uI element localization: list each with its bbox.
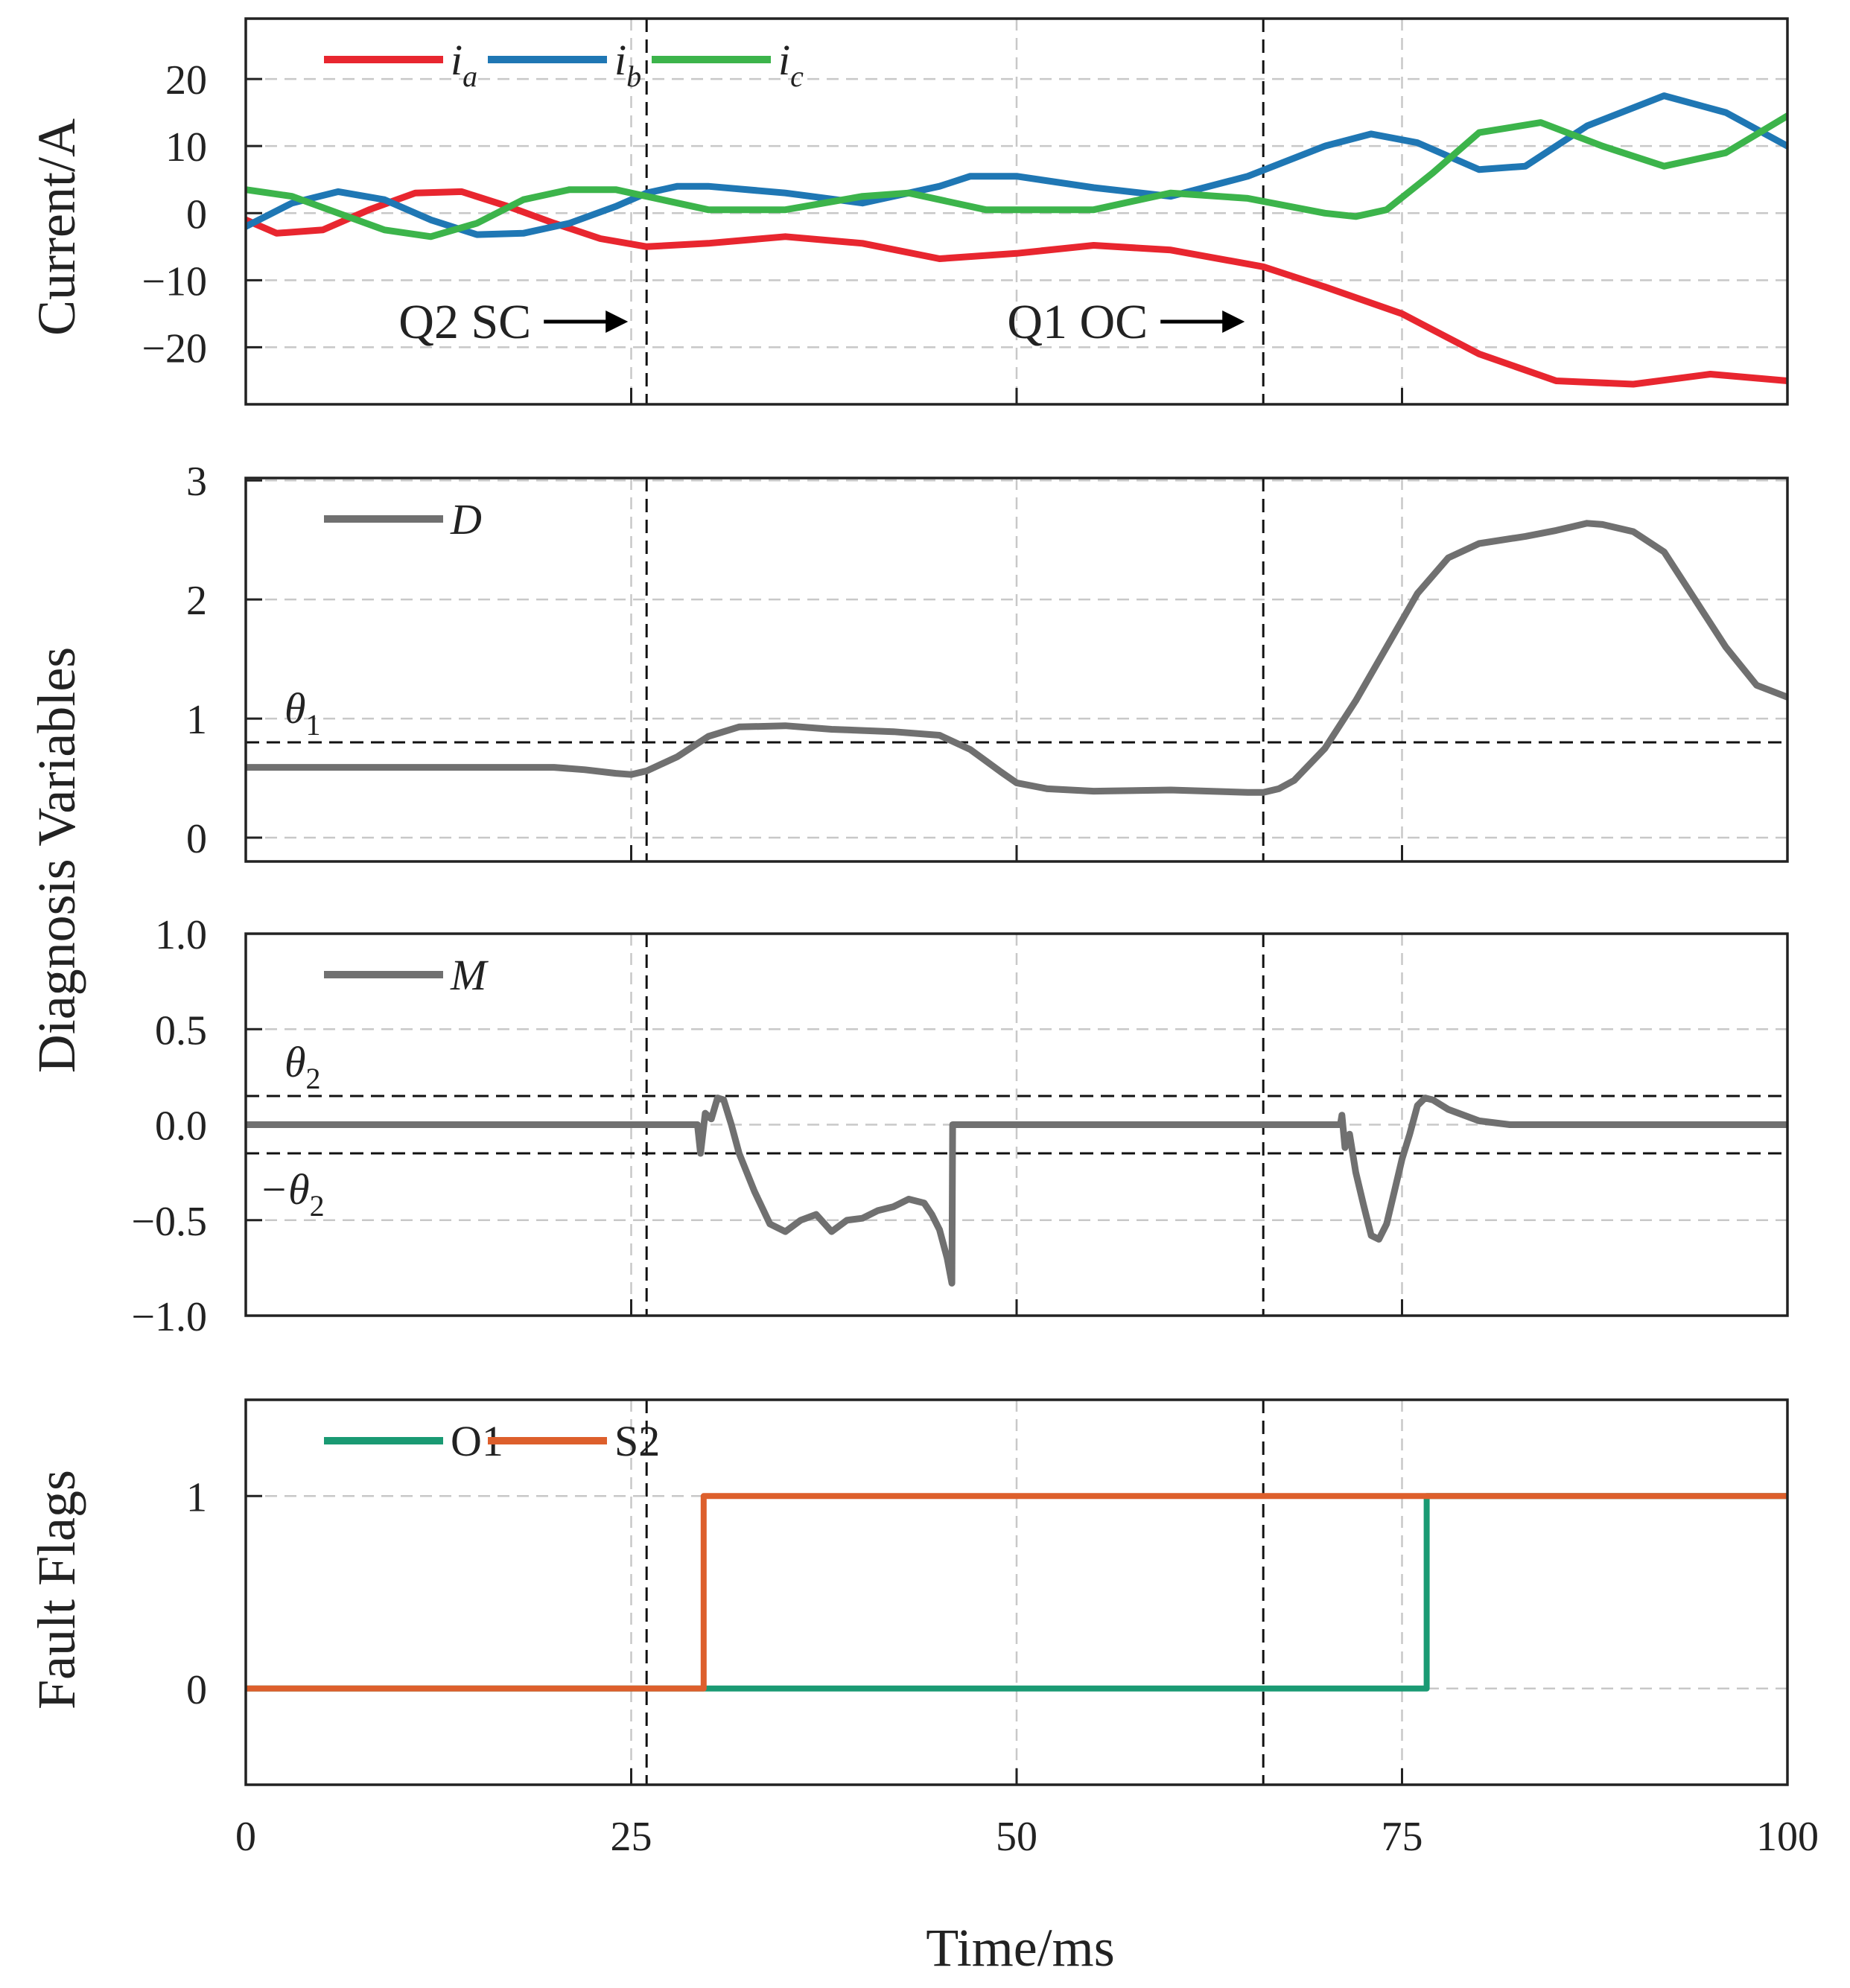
series-fault-flags-S2 <box>246 1493 1787 1692</box>
ytick-label-d-variable: 2 <box>186 578 207 624</box>
xtick-label: 0 <box>235 1814 256 1860</box>
panel-current: 20 10 0 −10 −20 ia ib ic <box>142 17 1789 406</box>
ytick-label-d-variable: 1 <box>186 697 207 743</box>
legend-label-D: D <box>450 495 482 544</box>
frame-current <box>244 17 1789 406</box>
xtick-label: 50 <box>996 1814 1037 1860</box>
frame-m-variable <box>244 932 1789 1317</box>
annotation-label: Q1 OC <box>1007 295 1148 349</box>
ylabel-diagnosis: Diagnosis Variables <box>27 647 86 1074</box>
ytick-label-m-variable: −1.0 <box>131 1294 207 1340</box>
legend-label-M: M <box>450 951 489 999</box>
xtick-label: 25 <box>611 1814 652 1860</box>
legend-label-S2: S2 <box>614 1417 660 1465</box>
ytick-label-current: 0 <box>186 191 207 238</box>
series-current-c <box>246 112 1787 240</box>
xtick-label: 100 <box>1756 1814 1819 1860</box>
ytick-label-m-variable: 1.0 <box>155 912 207 958</box>
ytick-label-m-variable: 0.5 <box>155 1007 207 1054</box>
legend-label-b: ib <box>614 36 641 93</box>
ytick-label-current: −20 <box>142 325 207 372</box>
ytick-label-d-variable: 3 <box>186 459 207 505</box>
ytick-label-fault-flags: 1 <box>186 1474 207 1520</box>
series-d-variable-D <box>246 520 1787 796</box>
xlabel: Time/ms <box>926 1918 1114 1978</box>
frame-fault-flags <box>244 1398 1789 1786</box>
xtick-label: 75 <box>1382 1814 1423 1860</box>
ytick-label-d-variable: 0 <box>186 816 207 862</box>
threshold-label: θ1 <box>285 684 321 742</box>
legend-label-c: ic <box>778 36 804 93</box>
frame-d-variable <box>244 477 1789 863</box>
neg-threshold-label: −θ2 <box>259 1165 325 1223</box>
ylabel-fault: Fault Flags <box>27 1470 86 1710</box>
ytick-label-current: −10 <box>142 258 207 305</box>
series-current-a <box>246 188 1787 388</box>
annotation-1: Q1 OC <box>1007 295 1245 349</box>
ytick-label-m-variable: 0.0 <box>155 1103 207 1150</box>
legend-label-a: ia <box>451 36 477 93</box>
ytick-label-m-variable: −0.5 <box>131 1199 207 1245</box>
ylabel-current: Current/A <box>27 118 86 336</box>
series-m-variable-M <box>246 1095 1787 1287</box>
panel-d-variable: 3 2 1 0 θ1 D <box>186 459 1789 863</box>
ytick-label-current: 20 <box>165 57 207 103</box>
threshold-label: θ2 <box>285 1038 321 1095</box>
annotation-0: Q2 SC <box>398 295 629 349</box>
ytick-label-current: 10 <box>165 124 207 171</box>
panel-m-variable: 1.0 0.5 0.0 −0.5 −1.0 θ2 −θ2 M <box>131 912 1789 1340</box>
ytick-label-fault-flags: 0 <box>186 1667 207 1713</box>
annotation-label: Q2 SC <box>398 295 531 349</box>
